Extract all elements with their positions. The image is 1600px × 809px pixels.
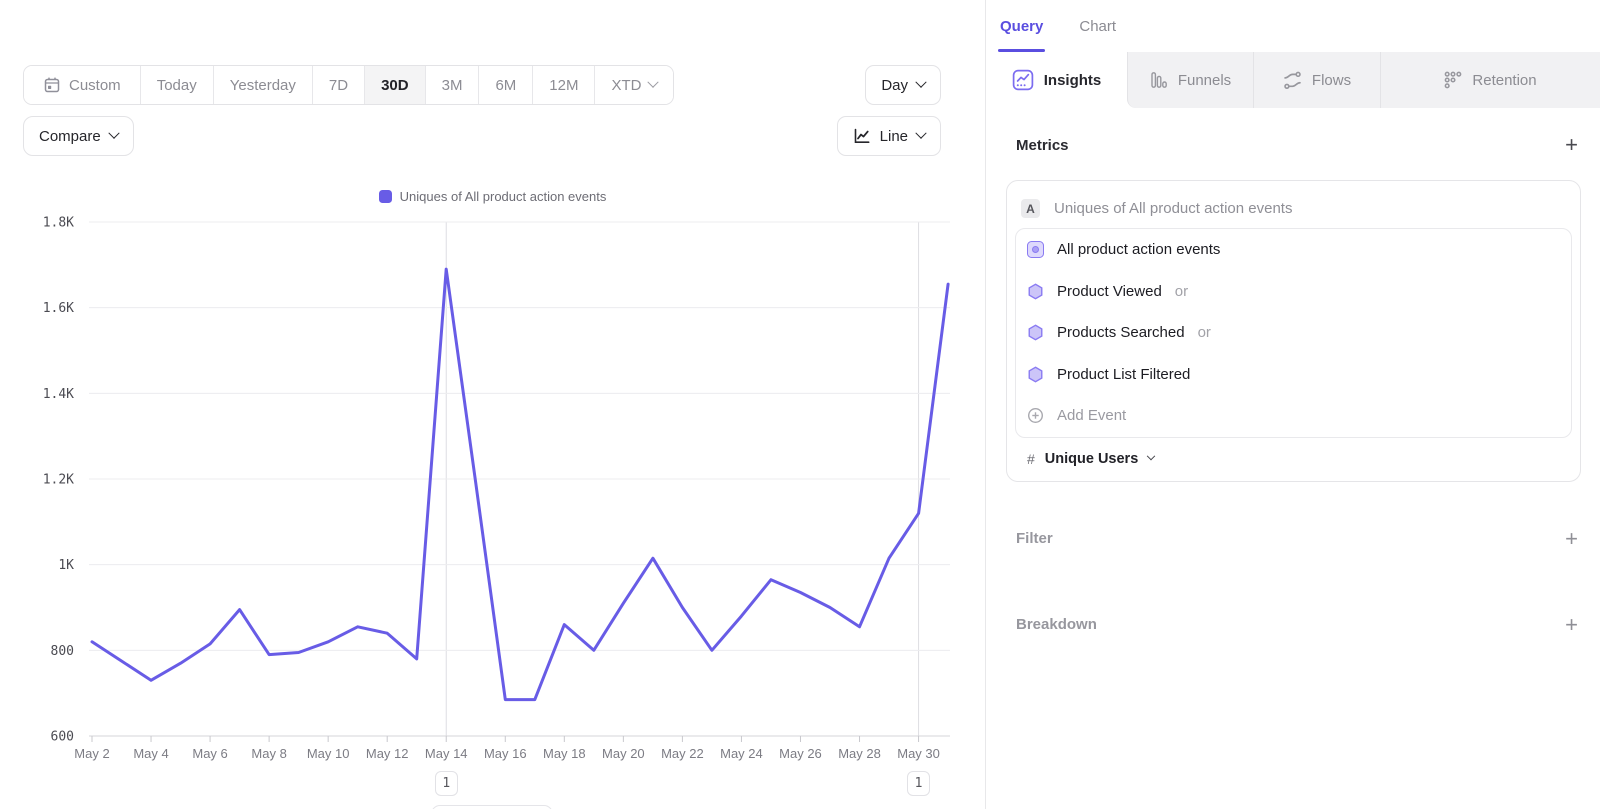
annotation-badge[interactable]: 1 [907, 771, 931, 796]
event-row-all-product-action-events[interactable]: All product action events [1016, 229, 1571, 271]
tab-insights[interactable]: Insights [986, 52, 1127, 108]
date-range-control: Custom Today Yesterday 7D 30D 3M 6M 12M … [23, 65, 675, 105]
panel-body: Metrics + A Uniques of All product actio… [986, 134, 1600, 636]
hover-card-partial [431, 805, 553, 809]
x-tick-label: May 24 [720, 746, 763, 761]
event-row-product-list-filtered[interactable]: Product List Filtered [1016, 354, 1571, 396]
chart-type-dropdown[interactable]: Line [836, 116, 941, 156]
tab-retention[interactable]: Retention [1380, 52, 1600, 108]
x-tick-label: May 6 [192, 746, 227, 761]
interval-dropdown[interactable]: Day [865, 65, 941, 105]
insights-icon [1012, 69, 1033, 91]
x-tick-label: May 14 [425, 746, 468, 761]
event-or-label: or [1197, 324, 1211, 342]
legend-label: Uniques of All product action events [399, 189, 607, 204]
y-tick-label: 1.8K [43, 216, 74, 231]
x-tick-label: May 16 [484, 746, 527, 761]
range-today[interactable]: Today [139, 66, 213, 104]
add-event-button[interactable]: Add Event [1016, 395, 1571, 437]
x-tick-label: May 28 [838, 746, 881, 761]
series-line [90, 267, 950, 702]
y-tick-label: 1.2K [43, 473, 74, 488]
calendar-icon [44, 77, 60, 93]
x-tick-label: May 2 [74, 746, 109, 761]
x-tick-label: May 12 [366, 746, 409, 761]
metric-card-header: A Uniques of All product action events [1015, 193, 1572, 228]
metric-card: A Uniques of All product action events A… [1006, 180, 1581, 482]
query-pane: Query Chart Insights F [985, 0, 1600, 809]
x-tick-label: May 8 [251, 746, 286, 761]
tab-flows[interactable]: Flows [1253, 52, 1380, 108]
range-custom-label: Custom [69, 76, 121, 94]
tab-chart[interactable]: Chart [1079, 17, 1117, 35]
range-6m[interactable]: 6M [478, 66, 533, 104]
event-list: All product action events Product Viewed… [1015, 228, 1572, 438]
range-yesterday[interactable]: Yesterday [212, 66, 312, 104]
filter-section-header: Filter + [1006, 525, 1581, 551]
x-tick-label: May 4 [133, 746, 168, 761]
filter-heading: Filter [1016, 530, 1053, 547]
metric-card-title: Uniques of All product action events [1054, 200, 1293, 217]
event-hexagon-icon [1028, 283, 1043, 300]
breakdown-section-header: Breakdown + [1006, 611, 1581, 637]
event-hexagon-icon [1028, 366, 1043, 383]
y-tick-label: 1.6K [43, 301, 74, 316]
metrics-heading: Metrics [1016, 136, 1069, 154]
add-metric-button[interactable]: + [1565, 132, 1578, 157]
measurement-dropdown[interactable]: # Unique Users [1015, 451, 1572, 467]
event-hexagon-icon [1028, 324, 1043, 341]
event-or-label: or [1174, 282, 1189, 300]
line-chart-icon [854, 128, 870, 143]
x-tick-label: May 20 [602, 746, 645, 761]
report-tabs: Insights Funnels Flows [986, 52, 1600, 108]
add-filter-button[interactable]: + [1565, 525, 1578, 551]
line-chart: 600 800 1K 1.2K 1.4K 1.6K 1.8K May 2 May 4 May 6 M… [43, 216, 950, 761]
hash-icon: # [1027, 450, 1035, 467]
y-tick-label: 1.4K [43, 387, 74, 402]
legend-swatch [378, 190, 392, 203]
all-events-icon [1027, 241, 1044, 259]
chart-pane: Custom Today Yesterday 7D 30D 3M 6M 12M … [0, 65, 985, 809]
range-7d[interactable]: 7D [311, 66, 365, 104]
funnels-icon [1151, 72, 1167, 88]
metrics-section-header: Metrics + [1006, 134, 1581, 156]
flows-icon [1284, 71, 1301, 89]
plus-circle-icon [1027, 408, 1044, 424]
tab-query[interactable]: Query [997, 0, 1046, 52]
event-row-product-viewed[interactable]: Product Viewed or [1016, 271, 1571, 313]
x-tick-label: May 26 [779, 746, 822, 761]
tab-funnels[interactable]: Funnels [1127, 52, 1253, 108]
chevron-down-icon [1147, 451, 1156, 460]
y-tick-label: 1K [58, 558, 74, 573]
range-12m[interactable]: 12M [532, 66, 595, 104]
chart-legend: Uniques of All product action events [0, 189, 985, 204]
breakdown-heading: Breakdown [1016, 616, 1097, 633]
event-row-products-searched[interactable]: Products Searched or [1016, 312, 1571, 354]
range-3m[interactable]: 3M [424, 66, 479, 104]
annotation-badge[interactable]: 1 [434, 771, 458, 796]
compare-dropdown[interactable]: Compare [23, 116, 134, 156]
y-tick-label: 800 [51, 644, 74, 659]
x-tick-label: May 18 [543, 746, 586, 761]
x-tick-label: May 30 [897, 746, 940, 761]
range-30d[interactable]: 30D [364, 66, 425, 104]
x-tick-label: May 22 [661, 746, 704, 761]
retention-icon [1445, 71, 1462, 89]
range-custom[interactable]: Custom [24, 66, 140, 104]
add-breakdown-button[interactable]: + [1565, 611, 1578, 637]
y-tick-label: 600 [51, 730, 74, 745]
pane-tabs: Query Chart [986, 0, 1600, 52]
range-xtd[interactable]: XTD [594, 66, 674, 104]
x-tick-label: May 10 [307, 746, 350, 761]
series-badge: A [1021, 199, 1040, 218]
